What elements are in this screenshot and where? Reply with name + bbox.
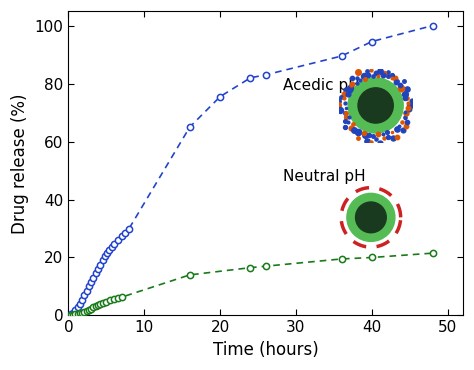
- Text: Neutral pH: Neutral pH: [283, 169, 366, 185]
- Circle shape: [356, 202, 386, 233]
- Circle shape: [348, 78, 403, 133]
- Y-axis label: Drug release (%): Drug release (%): [11, 93, 29, 233]
- Text: Acedic pH: Acedic pH: [283, 78, 360, 93]
- X-axis label: Time (hours): Time (hours): [213, 341, 319, 359]
- Circle shape: [358, 88, 393, 123]
- Circle shape: [347, 194, 395, 241]
